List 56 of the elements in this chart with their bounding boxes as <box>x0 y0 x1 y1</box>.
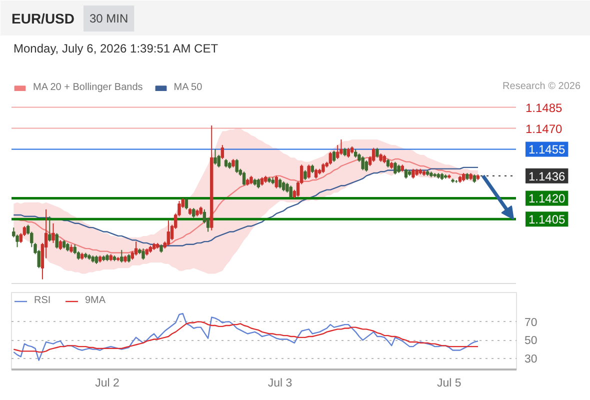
x-tick-label: Jul 5 <box>437 378 462 390</box>
candlestick <box>214 148 217 166</box>
y-tick-label: 30 <box>524 354 538 366</box>
candlestick <box>192 207 196 218</box>
text: Research © 2026 <box>502 81 581 92</box>
ref-line-label: 1.1420 <box>528 192 566 206</box>
text: 30 MIN <box>90 12 128 26</box>
candlestick <box>48 216 52 242</box>
legend-label: 9MA <box>85 295 106 306</box>
candlestick <box>372 147 376 162</box>
candlestick <box>314 168 318 180</box>
line-series <box>13 312 479 361</box>
candlestick <box>278 178 282 189</box>
candlestick <box>52 222 55 244</box>
candlestick <box>412 168 415 180</box>
candlestick <box>242 171 246 186</box>
candlestick <box>166 220 170 246</box>
chart-subtitle: Monday, July 6, 2026 1:39:51 AM CET <box>14 42 219 56</box>
y-tick-label: 70 <box>524 316 538 329</box>
candlestick <box>304 170 307 181</box>
candlestick <box>307 164 310 180</box>
candlestick <box>328 152 332 166</box>
ref-line-label: 1.1485 <box>526 100 563 115</box>
chart-title: EUR/USD <box>12 10 75 26</box>
candlestick <box>142 248 145 260</box>
y-tick-label: 50 <box>524 335 538 348</box>
candlestick <box>184 198 188 210</box>
candlestick <box>58 240 62 250</box>
legend-label: MA 20 + Bollinger Bands <box>33 82 143 93</box>
candlestick <box>235 158 238 174</box>
candlestick <box>346 147 350 158</box>
candlestick <box>361 156 364 171</box>
ref-line-label: 1.1455 <box>528 142 566 157</box>
candlestick <box>289 185 292 199</box>
candlestick <box>134 241 138 256</box>
candlestick <box>55 232 58 250</box>
ref-line-label: 1.1470 <box>526 122 563 136</box>
candlestick <box>364 160 368 172</box>
candlestick <box>376 147 379 158</box>
legend-label: MA 50 <box>174 82 202 93</box>
ref-line-label: 1.1436 <box>528 169 566 184</box>
candlestick <box>404 168 408 180</box>
candlestick <box>322 162 325 174</box>
candlestick <box>332 150 336 162</box>
candlestick <box>256 178 260 189</box>
candlestick <box>340 138 343 156</box>
candlestick <box>120 249 124 264</box>
ref-line-label: 1.1405 <box>528 212 566 227</box>
x-tick-label: Jul 2 <box>95 378 120 390</box>
candlestick <box>282 180 286 192</box>
legend-label: RSI <box>34 295 52 306</box>
candlestick <box>274 175 278 189</box>
line-series <box>13 321 479 353</box>
x-tick-label: Jul 3 <box>268 378 292 390</box>
candlestick <box>394 161 397 175</box>
candlestick <box>220 144 224 160</box>
